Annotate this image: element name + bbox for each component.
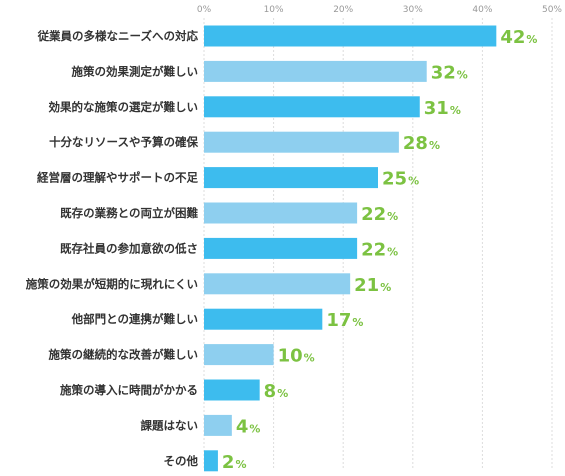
category-label: 施策の効果測定が難しい [72, 64, 199, 78]
category-label: 従業員の多様なニーズへの対応 [37, 29, 199, 43]
value-labels: 42% 32% 31% 28% 25% 22% 22% 21% 17% 10% 8%4% 2% [222, 27, 537, 473]
tick-label: 10% [264, 5, 284, 15]
value-label: 21% [354, 275, 391, 296]
bar [204, 25, 497, 47]
tick-label: 30% [403, 5, 423, 15]
bar [204, 450, 218, 472]
tick-label: 40% [472, 5, 492, 15]
value-label: 17% [326, 310, 363, 331]
category-label: 施策の効果が短期的に現れにくい [26, 277, 198, 291]
value-label: 22% [361, 239, 398, 260]
category-label: その他 [164, 454, 199, 468]
bar [204, 167, 378, 189]
bar [204, 202, 358, 224]
tick-label: 20% [333, 5, 353, 15]
tick-label: 50% [542, 5, 562, 15]
bar [204, 60, 427, 82]
category-labels: 従業員の多様なニーズへの対応施策の効果測定が難しい効果的な施策の選定が難しい十分… [26, 29, 199, 468]
bar [204, 237, 358, 259]
value-label: 8% [264, 381, 289, 402]
category-label: 効果的な施策の選定が難しい [49, 100, 199, 114]
category-label: 施策の導入に時間がかかる [60, 383, 198, 397]
tick-label: 0% [197, 5, 212, 15]
value-label: 4% [236, 416, 261, 437]
bars [204, 25, 497, 472]
category-label: 既存の業務との両立が困難 [60, 206, 198, 220]
value-label: 2% [222, 452, 247, 473]
value-label: 25% [382, 169, 419, 190]
value-label: 10% [278, 346, 315, 367]
bar [204, 414, 232, 436]
value-label: 28% [403, 133, 440, 154]
bar [204, 379, 260, 401]
category-label: 施策の継続的な改善が難しい [49, 348, 199, 362]
bar [204, 131, 399, 153]
category-label: 十分なリソースや予算の確保 [49, 135, 198, 149]
category-label: 経営層の理解やサポートの不足 [37, 171, 198, 185]
category-label: 課題はない [141, 418, 199, 432]
bar [204, 96, 420, 118]
value-label: 31% [424, 98, 461, 119]
value-label: 22% [361, 204, 398, 225]
category-label: 他部門との連携が難しい [71, 312, 198, 326]
bar [204, 273, 351, 295]
category-label: 既存社員の参加意欲の低さ [60, 241, 198, 255]
value-label: 42% [500, 27, 537, 48]
value-label: 32% [431, 62, 468, 83]
x-axis-ticks: 0% 10% 20% 30% 40% 50% [197, 5, 563, 15]
bar [204, 308, 323, 330]
bar [204, 344, 274, 366]
